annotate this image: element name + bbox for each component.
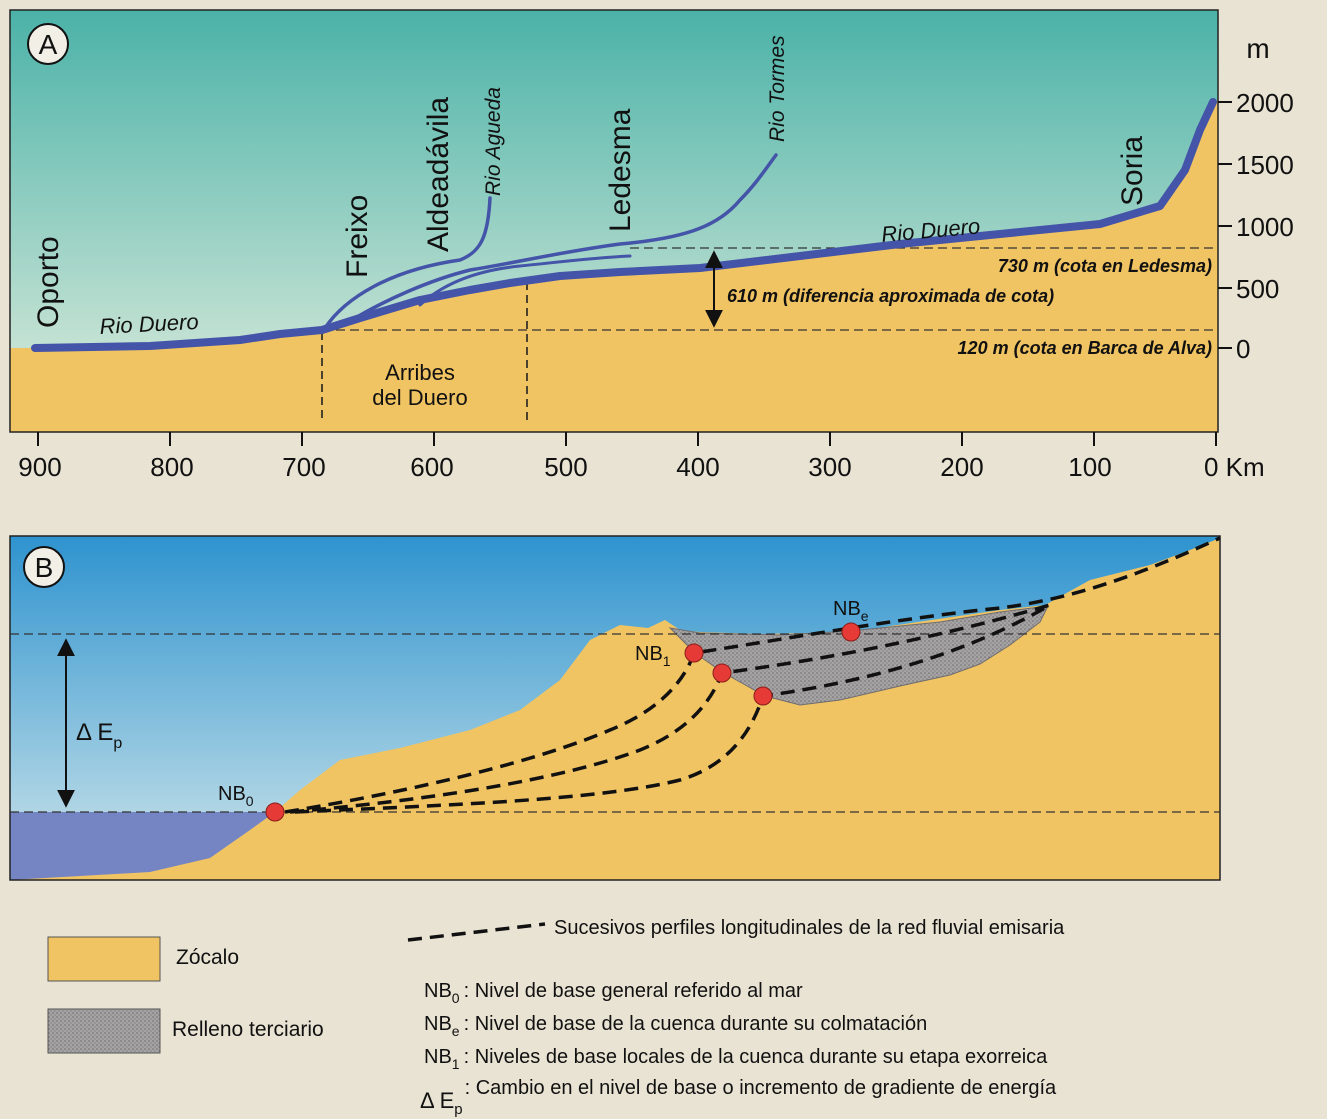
legend-nb0-symbol: NB — [424, 980, 452, 1002]
nb0-symbol: NB — [218, 783, 246, 805]
label-rio-tormes: Rio Tormes — [766, 35, 789, 142]
legend-nbe-text: : Nivel de base de la cuenca durante su … — [464, 1013, 928, 1035]
nbe-point — [841, 622, 861, 642]
y-tick-label: 500 — [1236, 274, 1279, 304]
legend-nbe-symbol: NB — [424, 1013, 452, 1035]
x-tick-label: 0 Km — [1204, 452, 1265, 482]
legend-delta-ep: Δ Ep: Cambio en el nivel de base o incre… — [420, 1077, 1057, 1118]
legend: Zócalo Relleno terciario Sucesivos perfi… — [47, 917, 1065, 1118]
nb0-label: NB0 — [218, 783, 254, 809]
nb1-label: NB1 — [635, 643, 671, 669]
nb1-point — [712, 663, 732, 683]
x-tick-label: 700 — [282, 452, 325, 482]
legend-nb0-sub: 0 — [452, 990, 460, 1006]
profile-line — [284, 536, 1221, 814]
annotation-diferencia: 610 m (diferencia aproximada de cota) — [727, 286, 1054, 306]
place-freixo: Freixo — [341, 195, 374, 278]
legend-zocalo-label: Zócalo — [176, 946, 239, 969]
x-axis: 900 800 700 600 500 400 300 200 100 0 Km — [18, 432, 1265, 482]
panel-b-zocalo — [10, 538, 1220, 880]
panel-a-ground — [10, 100, 1218, 432]
x-tick-label: 200 — [940, 452, 983, 482]
legend-relleno-swatch — [47, 1008, 161, 1054]
legend-dashed-label: Sucesivos perfiles longitudinales de la … — [554, 917, 1065, 939]
rio-agueda-line — [323, 196, 492, 330]
x-tick-label: 500 — [544, 452, 587, 482]
arribes-line-1: Arribes — [385, 360, 455, 385]
legend-nb0: NB0: Nivel de base general referido al m… — [424, 980, 803, 1006]
x-tick-label: 100 — [1068, 452, 1111, 482]
y-tick-label: 1000 — [1236, 212, 1294, 242]
panel-a-badge — [27, 23, 69, 65]
y-axis: 2000 1500 1000 500 0 — [1218, 88, 1294, 364]
legend-nbe-sub: e — [452, 1023, 460, 1039]
panel-b-badge — [23, 546, 65, 588]
legend-nb1-sub: 1 — [452, 1056, 460, 1072]
legend-dep-sub: p — [454, 1101, 462, 1118]
place-oporto: Oporto — [32, 236, 65, 328]
panel-b: B Δ Ep NB0 NB1 NBe — [9, 535, 1221, 881]
legend-dep-symbol: Δ E — [420, 1088, 454, 1113]
nb1-point — [684, 643, 704, 663]
place-aldeadavila: Aldeadávila — [422, 97, 455, 252]
annotation-cota-ledesma: 730 m (cota en Ledesma) — [998, 256, 1212, 276]
legend-dashed-line — [407, 922, 546, 942]
profile-line — [294, 606, 1046, 814]
legend-zocalo-swatch — [47, 936, 161, 982]
label-rio-agueda: Rio Agueda — [482, 87, 505, 196]
legend-nb1-text: : Niveles de base locales de la cuenca d… — [464, 1046, 1049, 1068]
nb1-symbol: NB — [635, 643, 663, 665]
rio-tributary-line — [418, 254, 632, 307]
delta-ep-symbol: Δ E — [76, 719, 113, 746]
panel-b-frame — [9, 535, 1221, 881]
arribes-line-2: del Duero — [372, 385, 467, 410]
nb0-point — [265, 802, 285, 822]
nbe-symbol: NB — [833, 598, 861, 620]
nb1-sub: 1 — [663, 653, 671, 669]
legend-nb1: NB1: Niveles de base locales de la cuenc… — [424, 1046, 1048, 1072]
x-tick-label: 600 — [410, 452, 453, 482]
delta-ep-label: Δ Ep — [76, 719, 122, 752]
x-tick-label: 300 — [808, 452, 851, 482]
label-rio-duero-left: Rio Duero — [99, 309, 199, 339]
legend-nb0-text: : Nivel de base general referido al mar — [464, 980, 803, 1002]
x-tick-label: 900 — [18, 452, 61, 482]
legend-dep-text: : Cambio en el nivel de base o increment… — [465, 1077, 1057, 1099]
legend-nbe: NBe: Nivel de base de la cuenca durante … — [424, 1013, 927, 1039]
annotation-cota-barca: 120 m (cota en Barca de Alva) — [958, 338, 1212, 358]
rio-duero-profile — [31, 98, 1217, 352]
nbe-sub: e — [861, 608, 869, 624]
panel-a-frame — [9, 9, 1219, 433]
delta-ep-sub: p — [113, 735, 122, 752]
x-tick-label: 400 — [676, 452, 719, 482]
y-unit-label: m — [1246, 33, 1269, 64]
y-tick-label: 0 — [1236, 334, 1250, 364]
nb0-sub: 0 — [246, 793, 254, 809]
place-soria: Soria — [1116, 136, 1149, 206]
y-tick-label: 1500 — [1236, 150, 1294, 180]
y-tick-label: 2000 — [1236, 88, 1294, 118]
rio-tormes-line — [350, 153, 778, 322]
panel-a-label: A — [39, 29, 58, 60]
place-ledesma: Ledesma — [604, 108, 637, 232]
legend-relleno-label: Relleno terciario — [172, 1018, 324, 1041]
fluvial-profiles — [284, 536, 1221, 814]
panel-b-label: B — [35, 552, 54, 583]
x-tick-label: 800 — [150, 452, 193, 482]
profile-line — [289, 603, 1051, 814]
nb1-point — [753, 686, 773, 706]
panel-a: A m Oporto Freixo Aldeadávila Ledesma So… — [9, 9, 1294, 482]
nbe-label: NBe — [833, 598, 869, 624]
legend-nb1-symbol: NB — [424, 1046, 452, 1068]
